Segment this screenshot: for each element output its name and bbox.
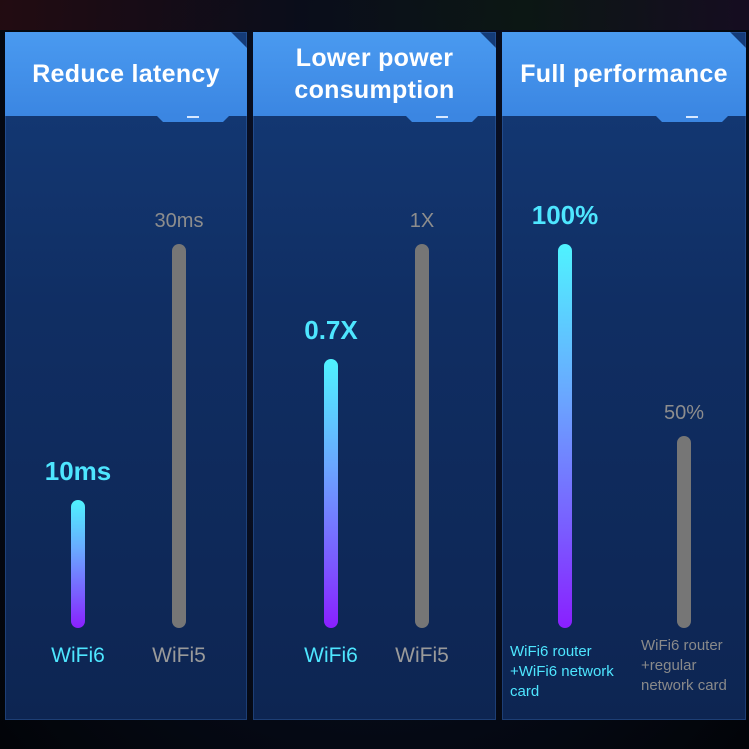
category-label-line: card — [510, 683, 540, 700]
header-tab-notch — [406, 116, 478, 122]
chart-title: Reduce latency — [5, 32, 247, 116]
chart-panel-1: Reduce latency 10ms WiFi6 30ms WiFi5 — [5, 32, 247, 720]
bar-comparison — [415, 244, 429, 628]
category-label-line: WiFi6 router — [641, 637, 723, 654]
chart-title: Lower power consumption — [253, 32, 496, 116]
category-label-line: +regular — [641, 657, 697, 674]
background-glow — [0, 0, 749, 30]
header-tab-notch — [656, 116, 728, 122]
chart-panel-2: Lower power consumption 0.7X WiFi6 1X WiFi5 — [253, 32, 496, 720]
value-label: 100% — [531, 200, 599, 230]
category-label: WiFi5 — [152, 644, 206, 667]
bar-highlight — [558, 244, 572, 628]
chart-title-line: Reduce latency — [32, 60, 220, 88]
bar-highlight — [71, 500, 85, 628]
value-label: 10ms — [44, 456, 112, 486]
header-tab-notch — [157, 116, 229, 122]
category-label-line: network card — [641, 677, 727, 694]
chart-title: Full performance — [502, 32, 746, 116]
bar-comparison — [677, 436, 691, 628]
category-label-line: +WiFi6 network — [510, 663, 614, 680]
value-label: 1X — [409, 210, 435, 232]
value-label: 50% — [663, 402, 705, 424]
value-label: 0.7X — [304, 315, 358, 345]
bar-highlight — [324, 359, 338, 628]
chart-title-line: Lower power — [295, 44, 454, 72]
category-label: WiFi6 router +WiFi6 network card — [510, 642, 632, 702]
category-label: WiFi6 — [304, 644, 358, 667]
chart-panel-3: Full performance 100% WiFi6 router +WiFi6 n… — [502, 32, 746, 720]
category-label: WiFi6 router +regular network card — [641, 636, 749, 696]
category-label-line: WiFi6 router — [510, 643, 592, 660]
value-label: 30ms — [154, 210, 204, 232]
category-label: WiFi5 — [395, 644, 449, 667]
chart-title-line: Full performance — [520, 60, 728, 88]
bar-comparison — [172, 244, 186, 628]
chart-title-line: consumption — [294, 76, 455, 104]
category-label: WiFi6 — [51, 644, 105, 667]
